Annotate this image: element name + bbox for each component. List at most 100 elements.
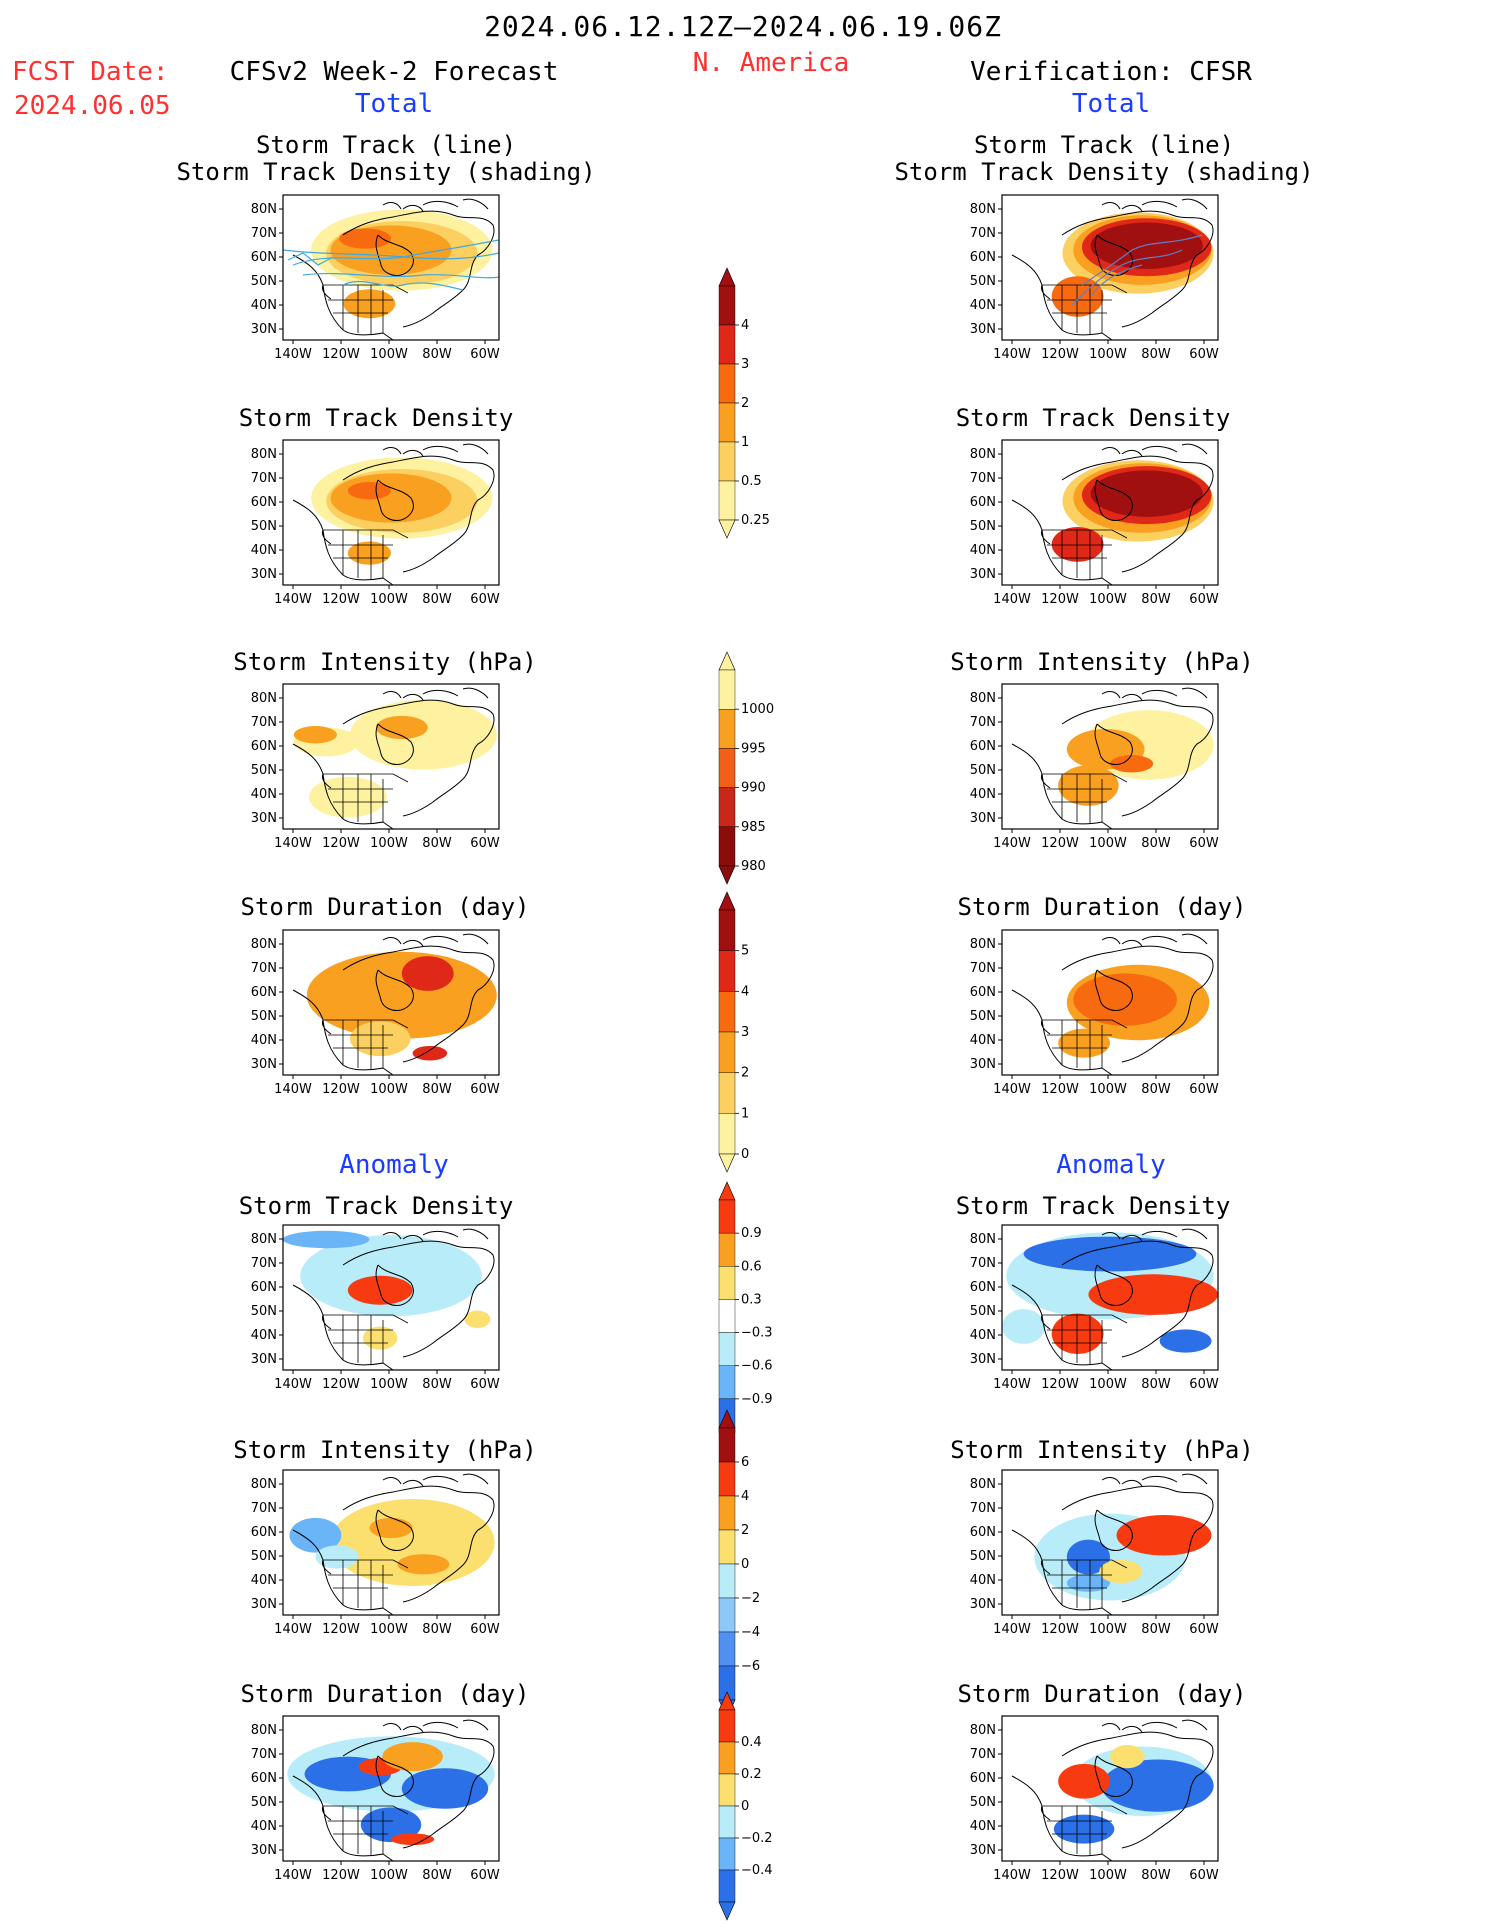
right-total-label: Total [1071, 89, 1151, 119]
lon-tick-label: 140W [993, 347, 1031, 362]
colorbar-label: 0 [741, 1799, 749, 1814]
colorbar-label: 6 [741, 1455, 749, 1470]
lat-tick-label: 70N [251, 1747, 277, 1762]
lat-tick-label: 50N [251, 1304, 277, 1319]
colorbar-swatch [718, 909, 736, 951]
lat-tick-label: 40N [251, 787, 277, 802]
lat-tick-label: 70N [970, 1747, 996, 1762]
lon-tick-label: 60W [1189, 347, 1219, 362]
lat-tick-label: 50N [251, 763, 277, 778]
colorbar-label: −0.9 [741, 1392, 773, 1407]
lat-tick-label: 80N [970, 202, 996, 217]
shading-region [349, 1021, 411, 1057]
colorbar-label: −0.2 [741, 1831, 773, 1846]
lat-tick-label: 70N [970, 471, 996, 486]
shading-region [347, 482, 391, 500]
left-intensity-map: 80N 70N 60N 50N 40N 30N 140W 120W 100W 80W 60W [251, 683, 500, 851]
lat-tick-label: 30N [251, 322, 277, 337]
region-label: N. America [692, 48, 850, 78]
lon-tick-label: 120W [322, 1082, 360, 1097]
lon-tick-label: 140W [274, 1377, 312, 1392]
colorbar-label: −4 [741, 1625, 760, 1640]
lon-tick-label: 120W [322, 1868, 360, 1883]
lat-tick-label: 30N [970, 811, 996, 826]
shading-region [1058, 1028, 1110, 1058]
shading-region [1090, 222, 1203, 269]
colorbar-swatch [718, 1461, 736, 1497]
shading-region [1002, 1309, 1046, 1344]
lat-tick-label: 60N [251, 1771, 277, 1786]
lon-tick-label: 120W [322, 836, 360, 851]
lon-tick-label: 100W [370, 1082, 408, 1097]
right-a-duration-title: Storm Duration (day) [957, 1680, 1247, 1708]
left-a_density-map: 80N 70N 60N 50N 40N 30N 140W 120W 100W 80W 60W [251, 1224, 500, 1392]
colorbar-swatch [718, 950, 736, 992]
lat-tick-label: 70N [970, 1501, 996, 1516]
colorbar-label: −0.6 [741, 1359, 773, 1374]
lat-tick-label: 40N [251, 1573, 277, 1588]
colorbar-label: 0.25 [741, 513, 770, 528]
lat-tick-label: 60N [251, 1280, 277, 1295]
lat-tick-label: 50N [251, 274, 277, 289]
colorbar-swatch [718, 1031, 736, 1073]
lat-tick-label: 60N [970, 250, 996, 265]
shading-region [308, 776, 387, 818]
lon-tick-label: 120W [1041, 592, 1079, 607]
colorbar-swatch [718, 1631, 736, 1667]
colorbar-label: 990 [741, 781, 766, 796]
lon-tick-label: 80W [422, 592, 452, 607]
lat-tick-label: 40N [970, 1573, 996, 1588]
lon-tick-label: 100W [370, 1622, 408, 1637]
lat-tick-label: 30N [970, 1843, 996, 1858]
right-duration-map: 80N 70N 60N 50N 40N 30N 140W 120W 100W 80W 60W [970, 929, 1219, 1097]
lat-tick-label: 50N [251, 1795, 277, 1810]
lat-tick-label: 30N [251, 1057, 277, 1072]
lon-tick-label: 120W [1041, 1868, 1079, 1883]
left-duration-map: 80N 70N 60N 50N 40N 30N 140W 120W 100W 80W 60W [251, 929, 500, 1097]
colorbar-label: −6 [741, 1659, 760, 1674]
colorbar-swatch [718, 1741, 736, 1775]
lon-tick-label: 120W [1041, 1377, 1079, 1392]
lon-tick-label: 120W [1041, 1082, 1079, 1097]
lat-tick-label: 80N [251, 691, 277, 706]
lat-tick-label: 80N [970, 447, 996, 462]
lon-tick-label: 60W [1189, 592, 1219, 607]
right-track-map: 80N 70N 60N 50N 40N 30N 140W 120W 100W 80W 60W [970, 194, 1219, 362]
colorbar-swatch [718, 1495, 736, 1531]
shading-region [315, 1545, 359, 1569]
lon-tick-label: 140W [993, 592, 1031, 607]
lon-tick-label: 60W [470, 836, 500, 851]
right-a_intensity-map: 80N 70N 60N 50N 40N 30N 140W 120W 100W 80W 60W [970, 1469, 1219, 1637]
lat-tick-label: 30N [251, 811, 277, 826]
colorbar-label: 1 [741, 435, 749, 450]
lat-tick-label: 70N [251, 961, 277, 976]
shading-region [1110, 1745, 1145, 1769]
colorbar-swatch [718, 1869, 736, 1903]
lat-tick-label: 30N [251, 1597, 277, 1612]
shading-region [330, 473, 452, 523]
colorbar-label: 2 [741, 396, 749, 411]
left-a_intensity-map: 80N 70N 60N 50N 40N 30N 140W 120W 100W 80W 60W [251, 1469, 500, 1637]
colorbar-swatch [718, 748, 736, 788]
lon-tick-label: 80W [1141, 1082, 1171, 1097]
lon-tick-label: 120W [1041, 1622, 1079, 1637]
lat-tick-label: 70N [970, 961, 996, 976]
lon-tick-label: 120W [1041, 836, 1079, 851]
right-density-map: 80N 70N 60N 50N 40N 30N 140W 120W 100W 80W 60W [970, 439, 1219, 607]
shading-region [330, 1499, 495, 1586]
left-a-density-title: Storm Track Density [238, 1192, 514, 1220]
lon-tick-label: 140W [993, 1622, 1031, 1637]
lat-tick-label: 60N [251, 985, 277, 1000]
shading-region [375, 715, 428, 740]
shading-region [1090, 470, 1203, 517]
lat-tick-label: 60N [970, 1280, 996, 1295]
lon-tick-label: 60W [1189, 1377, 1219, 1392]
colorbar-label: 0.6 [741, 1259, 762, 1274]
colorbar-swatch [718, 1365, 736, 1400]
lat-tick-label: 70N [251, 1501, 277, 1516]
lat-tick-label: 40N [251, 298, 277, 313]
lat-tick-label: 40N [251, 1819, 277, 1834]
lon-tick-label: 140W [993, 1868, 1031, 1883]
right-a_density-map: 80N 70N 60N 50N 40N 30N 140W 120W 100W 80W 60W [970, 1224, 1219, 1392]
lat-tick-label: 80N [251, 1232, 277, 1247]
